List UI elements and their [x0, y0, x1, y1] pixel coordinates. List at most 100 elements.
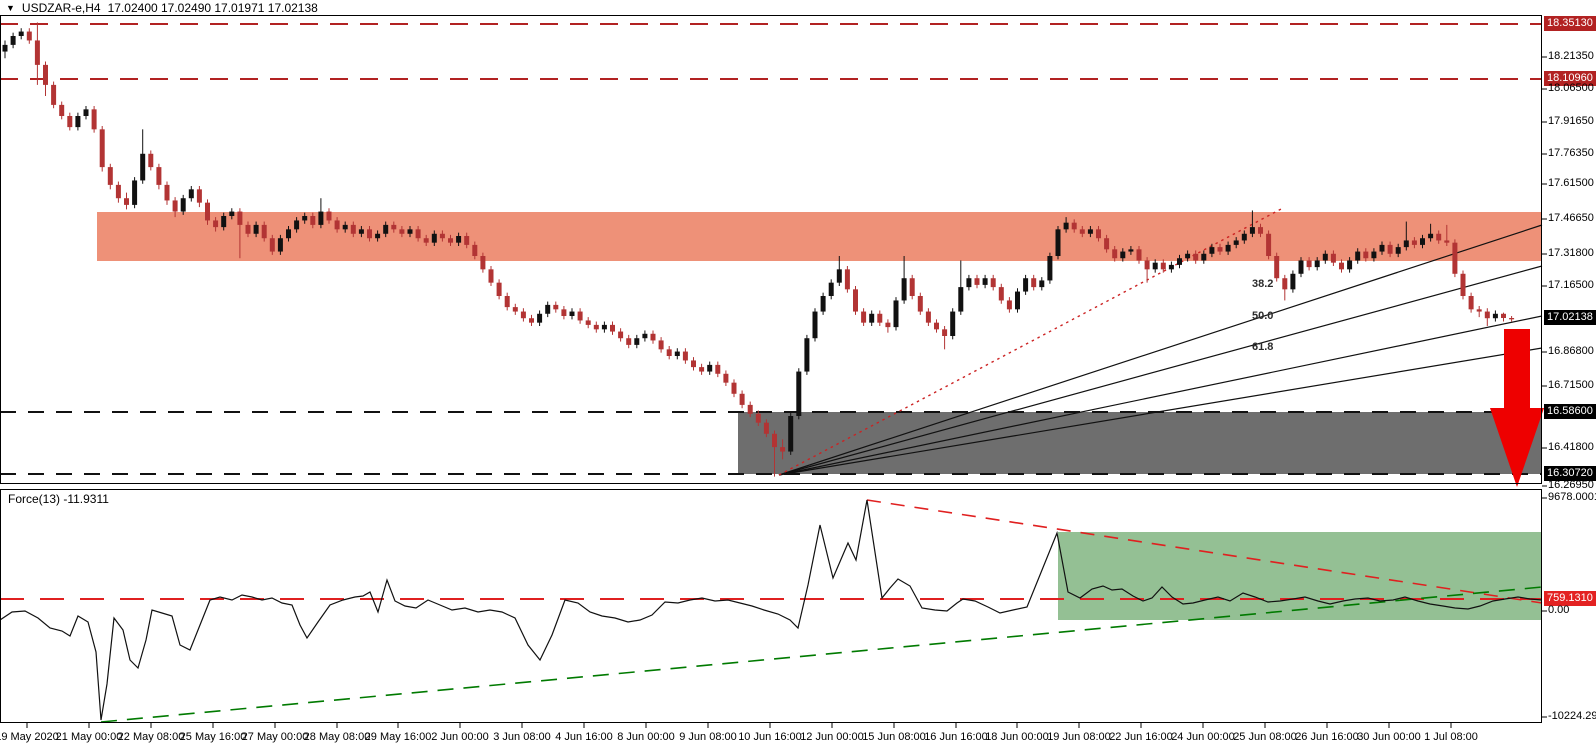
x-axis-label: 8 Jun 00:00 [617, 731, 675, 743]
candle-body [132, 180, 138, 205]
candle-body [650, 333, 656, 341]
candle-body [1298, 260, 1304, 274]
candle-body [1444, 240, 1450, 243]
candle-body [302, 216, 308, 221]
supply-zone-rect [97, 212, 1542, 261]
fib-fan-line [778, 347, 1543, 476]
candle-body [310, 216, 316, 225]
candle-body [942, 329, 948, 336]
candle-body [1411, 240, 1417, 245]
candle-body [1436, 233, 1442, 241]
candle-body [67, 116, 73, 128]
fib-fan-line [778, 224, 1543, 476]
candle-body [642, 333, 648, 339]
candle-body [1428, 233, 1434, 239]
indicator-label: Force(13) -11.9311 [8, 492, 109, 506]
x-axis-label: 24 Jun 00:00 [1171, 731, 1235, 743]
candle-body [1168, 264, 1174, 270]
candle-body [480, 256, 486, 270]
candle-body [1403, 240, 1409, 248]
candle-body [277, 238, 283, 252]
candle-body [682, 351, 688, 361]
candle-body [164, 184, 170, 201]
candle-body [1452, 242, 1458, 274]
candle-body [853, 289, 858, 312]
x-axis-label: 4 Jun 16:00 [555, 731, 613, 743]
candle-body [1266, 233, 1272, 256]
candle-body [253, 224, 259, 234]
fib-fan-label: 50.0 [1252, 310, 1274, 322]
candle-body [618, 331, 624, 339]
candle-body [1055, 229, 1061, 256]
candle-body [415, 229, 421, 239]
candle-body [1193, 253, 1199, 261]
candle-body [180, 198, 186, 212]
y-axis-label: 17.16500 [1548, 279, 1594, 291]
down-arrow [1490, 329, 1544, 487]
y-axis-label: 17.61500 [1548, 177, 1594, 189]
candle-body [1112, 249, 1118, 259]
candle-body [407, 229, 413, 234]
candle-body [1079, 229, 1085, 234]
x-axis-label: 26 Jun 16:00 [1295, 731, 1359, 743]
x-axis-label: 16 Jun 16:00 [924, 731, 988, 743]
candle-body [456, 236, 462, 243]
price-badge: 16.58600 [1544, 404, 1596, 419]
candle-body [115, 184, 121, 199]
y-axis-label: 16.41800 [1548, 441, 1594, 453]
candle-body [1144, 260, 1150, 270]
x-axis-label: 25 May 16:00 [179, 731, 247, 743]
candle-body [383, 224, 389, 234]
candle-body [205, 202, 210, 221]
candle-body [148, 153, 154, 168]
candle-body [326, 211, 332, 221]
candle-body [1185, 253, 1191, 259]
candle-body [1015, 291, 1020, 310]
candle-body [545, 304, 551, 314]
candle-body [375, 233, 381, 239]
price-badge: 17.02138 [1544, 310, 1596, 325]
candle-body [723, 373, 729, 383]
x-axis-label: 27 May 00:00 [241, 731, 309, 743]
candle-body [674, 351, 680, 356]
ohlc-quote-label: 17.02400 17.02490 17.01971 17.02138 [107, 1, 318, 15]
candle-body [691, 360, 696, 368]
candle-body [820, 296, 826, 312]
candle-body [990, 278, 996, 288]
candle-body [804, 338, 810, 372]
candle-body [772, 433, 777, 448]
candle-body [1136, 249, 1142, 261]
candle-body [367, 229, 372, 239]
y-axis-label: 17.76350 [1548, 147, 1594, 159]
candle-body [448, 238, 453, 243]
x-axis-label: 12 Jun 00:00 [800, 731, 864, 743]
price-badge: 759.1310 [1544, 591, 1596, 606]
x-axis-label: 19 May 2020 [0, 731, 59, 743]
candle-body [107, 167, 113, 185]
candle-body [1371, 251, 1377, 259]
candle-body [1339, 262, 1344, 270]
candle-body [836, 269, 842, 283]
indicator-green-zone-rect [1058, 532, 1542, 620]
candle-body [124, 198, 129, 205]
candle-body [1330, 253, 1336, 263]
x-axis-label: 3 Jun 08:00 [493, 731, 551, 743]
x-axis-label: 28 May 08:00 [303, 731, 371, 743]
candle-body [553, 304, 559, 310]
candle-body [917, 296, 923, 312]
fib-fan-label: 38.2 [1252, 278, 1274, 290]
candle-body [610, 324, 615, 332]
candle-body [1347, 260, 1353, 270]
candle-body [577, 311, 583, 321]
candle-body [188, 189, 194, 199]
indicator-pane-border [0, 489, 1542, 723]
candle-body [974, 278, 980, 285]
symbol-dropdown-icon[interactable]: ▼ [6, 3, 15, 13]
candle-body [796, 371, 802, 416]
candle-body [1152, 262, 1158, 270]
candle-body [893, 300, 899, 328]
candle-body [512, 307, 518, 312]
candle-body [472, 244, 478, 256]
